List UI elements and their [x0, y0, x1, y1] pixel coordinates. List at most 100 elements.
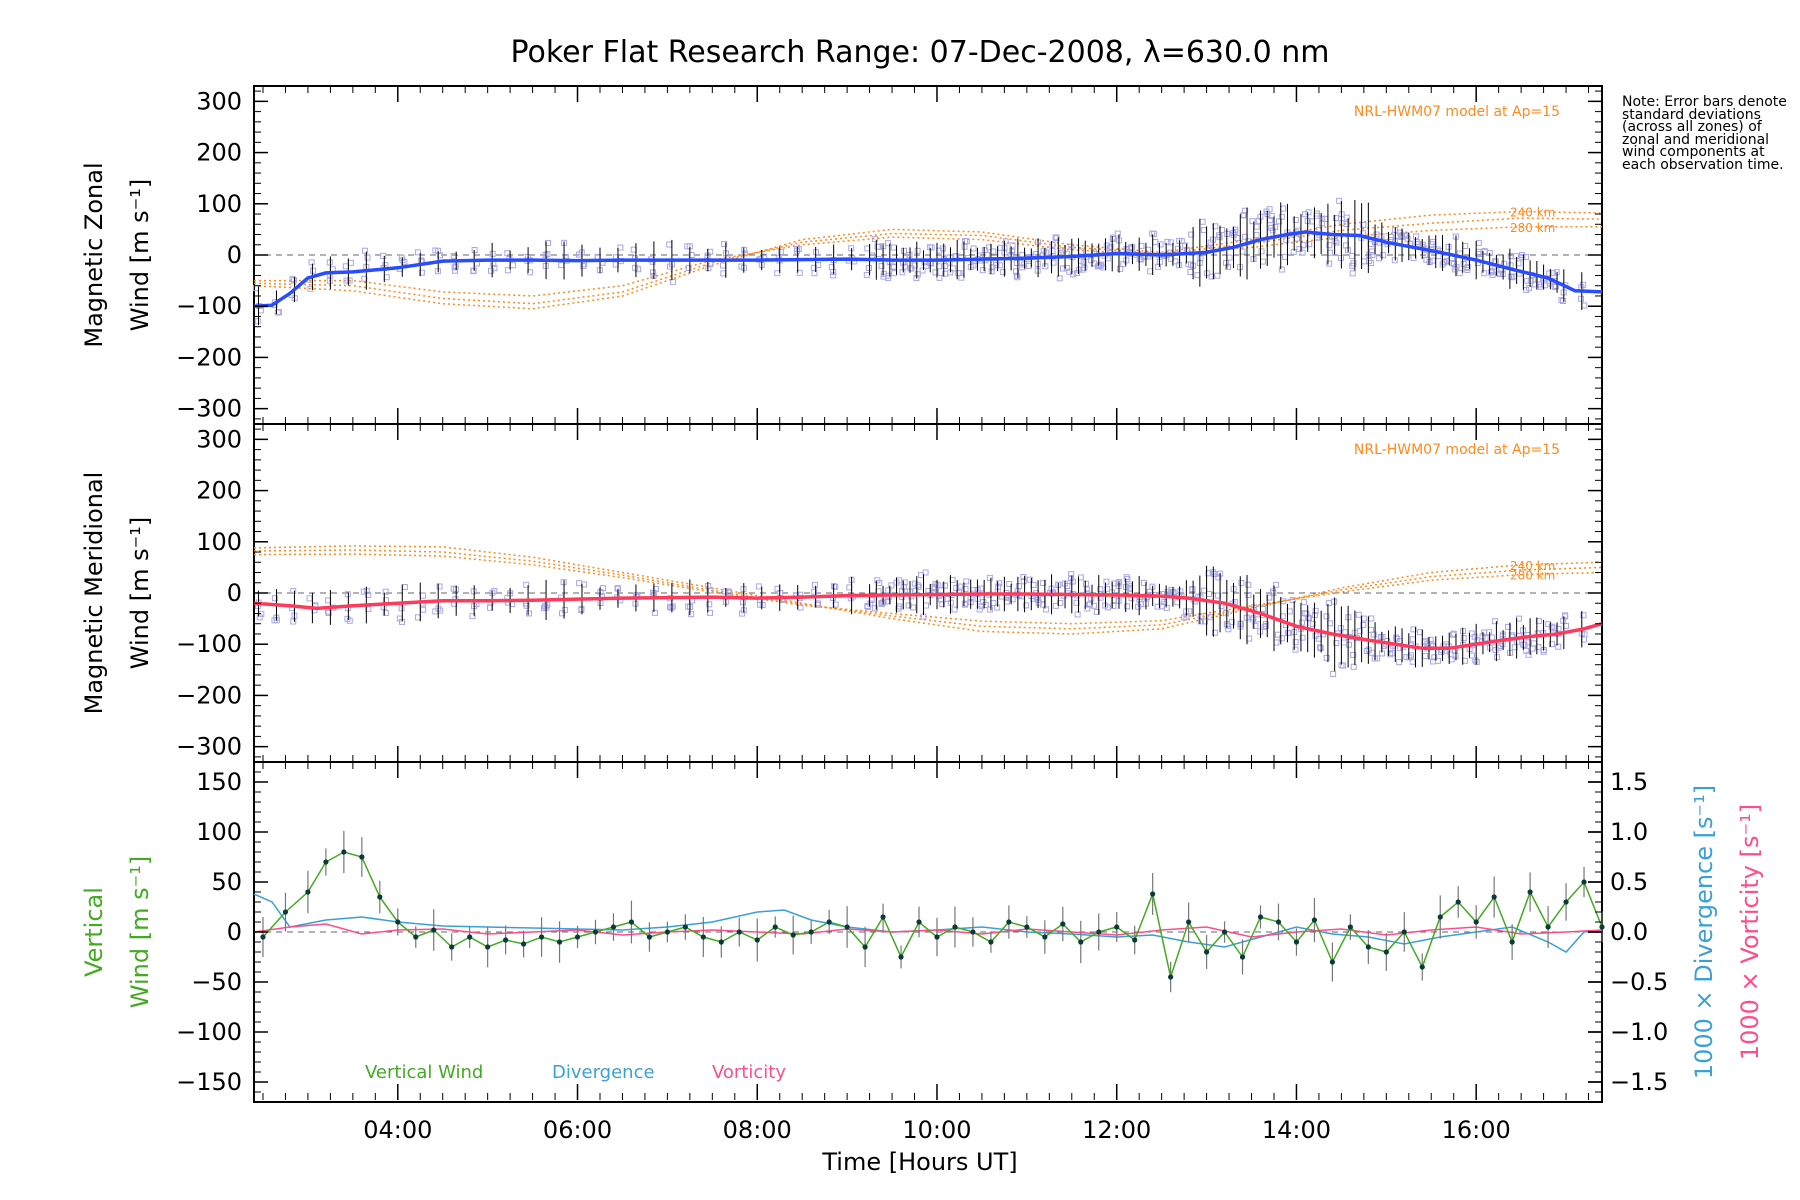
- meridional-zone-point: [1368, 615, 1375, 622]
- meridional-zone-point: [1154, 603, 1161, 610]
- vertical-y-tick-label: 50: [211, 868, 242, 896]
- meridional-zone-point: [986, 574, 993, 581]
- zonal-zone-point: [342, 263, 349, 270]
- zonal-y-tick-label: 100: [196, 190, 242, 218]
- zonal-zone-point: [670, 278, 677, 285]
- zonal-zone-point: [906, 251, 913, 258]
- meridional-zone-point: [951, 606, 958, 613]
- zonal-panel: 300 200 100 0 −100 −200 −300 NRL-HWM07 model at…: [80, 87, 1603, 423]
- zonal-zone-point: [1253, 232, 1260, 239]
- vertical-wind-point: [431, 927, 437, 933]
- vertical-wind-point: [916, 919, 922, 925]
- zonal-zone-point: [958, 274, 965, 281]
- zonal-zone-point: [1280, 205, 1287, 212]
- zonal-zone-point: [1350, 260, 1357, 267]
- zonal-y-tick-label: −200: [176, 343, 242, 371]
- meridional-zone-point: [1077, 574, 1084, 581]
- zonal-mean-line: [253, 230, 1603, 308]
- zonal-zone-point: [1419, 241, 1426, 248]
- meridional-zone-point: [1270, 590, 1277, 597]
- zonal-zone-point: [1360, 258, 1367, 265]
- meridional-zone-point: [1355, 611, 1362, 618]
- right-y-tick-label: −1.0: [1610, 1018, 1668, 1046]
- meridional-zone-point: [1525, 651, 1532, 658]
- meridional-zone-point: [1511, 644, 1518, 651]
- vertical-wind-point: [790, 932, 796, 938]
- zonal-zone-point: [1278, 213, 1285, 220]
- zonal-zone-point: [1107, 243, 1114, 250]
- meridional-zone-point: [1555, 643, 1562, 650]
- vertical-wind-point: [628, 919, 635, 925]
- meridional-zone-point: [1345, 641, 1352, 648]
- meridional-zone-point: [306, 595, 313, 602]
- meridional-zone-point: [382, 588, 389, 595]
- zonal-zone-point: [274, 309, 281, 316]
- zonal-zone-point: [796, 269, 803, 276]
- vertical-wind-point: [934, 934, 940, 940]
- vertical-wind-point: [1419, 964, 1425, 970]
- zonal-zone-point: [901, 263, 908, 270]
- meridional-zone-point: [1427, 636, 1434, 643]
- zonal-zone-point: [343, 277, 350, 284]
- zonal-zone-point: [794, 247, 801, 254]
- zonal-zone-point: [901, 247, 908, 254]
- meridional-ylabel-line1: Magnetic Meridional: [80, 472, 108, 715]
- meridional-y-tick-label: 0: [227, 579, 242, 607]
- zonal-zone-point: [1577, 295, 1584, 302]
- x-tick-label: 04:00: [363, 1116, 432, 1144]
- legend-vorticity: Vorticity: [712, 1062, 786, 1083]
- meridional-model-curve: [253, 549, 1603, 630]
- zonal-zone-point: [1581, 302, 1588, 309]
- zonal-zone-point: [1305, 209, 1312, 216]
- zonal-zone-point: [414, 249, 421, 256]
- meridional-zone-point: [941, 582, 948, 589]
- zonal-zone-point: [1369, 252, 1376, 259]
- vertical-wind-point: [898, 954, 904, 960]
- meridional-zone-point: [1201, 618, 1208, 625]
- zonal-zone-point: [919, 267, 926, 274]
- zonal-zone-point: [1326, 260, 1333, 267]
- vertical-wind-point: [538, 934, 545, 940]
- zonal-zone-point: [1397, 229, 1404, 236]
- meridional-zone-point: [1223, 610, 1230, 617]
- zonal-zone-point: [1296, 246, 1303, 253]
- zonal-zone-point: [1109, 236, 1116, 243]
- meridional-zone-point: [961, 601, 968, 608]
- meridional-zone-point: [864, 603, 871, 610]
- vertical-wind-point: [260, 934, 266, 940]
- zonal-zone-point: [1164, 238, 1171, 245]
- meridional-zone-point: [1224, 622, 1231, 629]
- zonal-zone-point: [1009, 242, 1016, 249]
- vertical-wind-point: [521, 941, 527, 947]
- meridional-zone-point: [1104, 604, 1111, 611]
- meridional-zone-point: [1515, 615, 1522, 622]
- meridional-zone-point: [325, 609, 332, 616]
- meridional-zone-point: [1161, 598, 1168, 605]
- zonal-zone-point: [1056, 275, 1063, 282]
- zonal-model-curve: [254, 226, 1602, 297]
- zonal-zone-point: [650, 269, 657, 276]
- meridional-zone-point: [1209, 569, 1216, 576]
- zonal-zone-point: [1302, 211, 1309, 218]
- meridional-zone-point: [256, 614, 263, 621]
- meridional-zone-point: [469, 613, 476, 620]
- vertical-wind-point: [1491, 894, 1497, 900]
- meridional-zone-point: [1068, 571, 1075, 578]
- zonal-zone-point: [1258, 248, 1265, 255]
- zonal-zone-point: [361, 247, 368, 254]
- meridional-zone-point: [1135, 603, 1142, 610]
- zonal-zone-point: [1182, 242, 1189, 249]
- x-tick-label: 10:00: [902, 1116, 971, 1144]
- zonal-zone-point: [1481, 270, 1488, 277]
- zonal-zone-point: [1000, 269, 1007, 276]
- vertical-y-tick-label: −150: [176, 1068, 242, 1096]
- vertical-y-tick-label: −100: [176, 1018, 242, 1046]
- meridional-zone-point: [1393, 634, 1400, 641]
- vertical-wind-point: [1042, 934, 1048, 940]
- meridional-zone-point: [846, 584, 853, 591]
- vertical-wind-point: [1239, 954, 1246, 960]
- meridional-zone-point: [1069, 578, 1076, 585]
- zonal-zone-point: [1292, 216, 1299, 223]
- meridional-zone-point: [1317, 644, 1324, 651]
- zonal-zone-point: [383, 274, 390, 281]
